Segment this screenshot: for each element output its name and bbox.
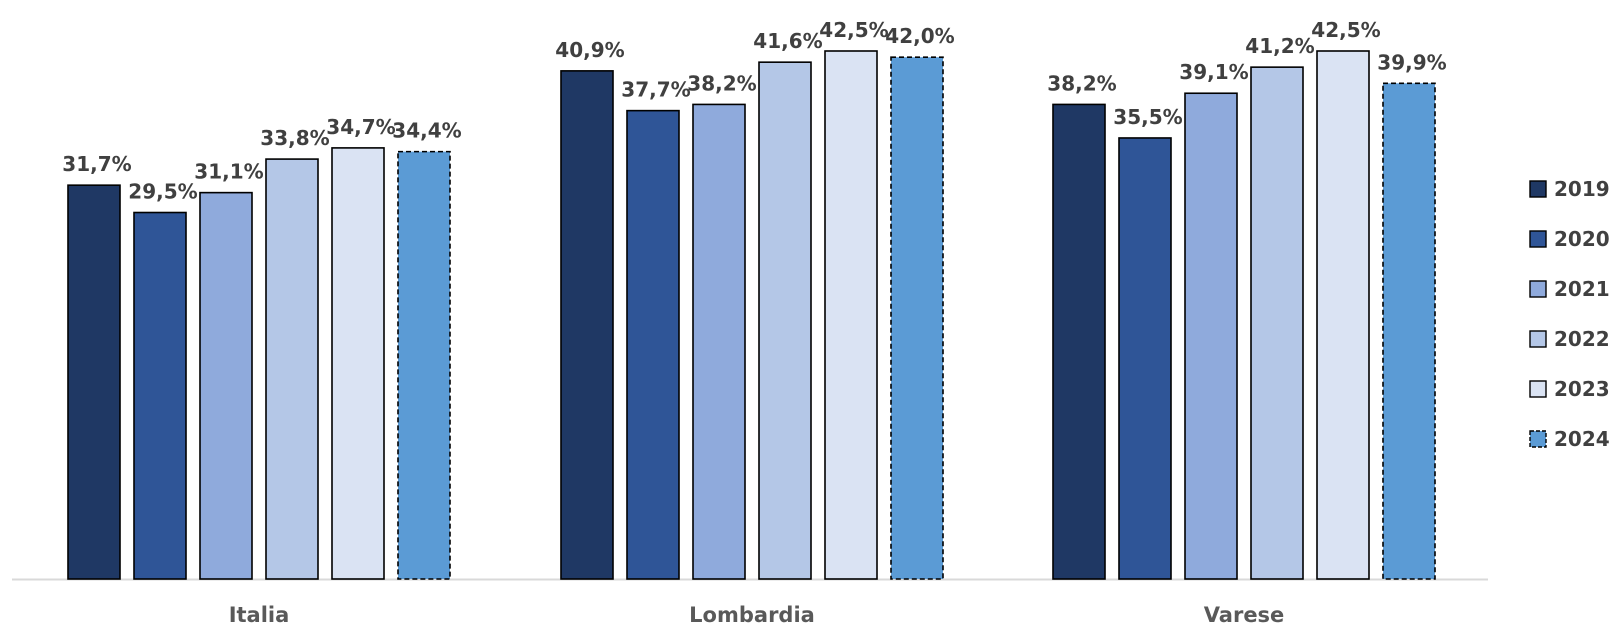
- legend-label-2023: 2023: [1554, 377, 1610, 401]
- legend-label-2020: 2020: [1554, 227, 1610, 251]
- data-label-italia-2023: 34,7%: [326, 115, 395, 139]
- data-label-lombardia-2019: 40,9%: [555, 38, 624, 62]
- bar-lombardia-2020: [627, 111, 679, 579]
- bar-lombardia-2022: [759, 62, 811, 579]
- data-label-varese-2021: 39,1%: [1179, 60, 1248, 84]
- data-label-lombardia-2021: 38,2%: [687, 71, 756, 95]
- data-label-lombardia-2023: 42,5%: [819, 18, 888, 42]
- legend-swatch-2019: [1530, 181, 1546, 197]
- bar-varese-2019: [1053, 104, 1105, 579]
- bar-lombardia-2023: [825, 51, 877, 579]
- bar-italia-2020: [134, 213, 186, 579]
- bar-varese-2024: [1383, 83, 1435, 579]
- data-label-varese-2023: 42,5%: [1311, 18, 1380, 42]
- bar-italia-2021: [200, 193, 252, 579]
- data-label-italia-2020: 29,5%: [128, 180, 197, 204]
- legend-label-2019: 2019: [1554, 177, 1610, 201]
- data-label-italia-2022: 33,8%: [260, 126, 329, 150]
- data-label-varese-2019: 38,2%: [1047, 71, 1116, 95]
- category-label-varese: Varese: [1204, 603, 1285, 627]
- data-label-italia-2024: 34,4%: [392, 119, 461, 143]
- legend-swatch-2021: [1530, 281, 1546, 297]
- bar-lombardia-2019: [561, 71, 613, 579]
- legend-label-2022: 2022: [1554, 327, 1610, 351]
- data-label-lombardia-2020: 37,7%: [621, 78, 690, 102]
- bar-italia-2019: [68, 185, 120, 579]
- data-label-varese-2024: 39,9%: [1377, 50, 1446, 74]
- bar-italia-2022: [266, 159, 318, 579]
- data-label-varese-2020: 35,5%: [1113, 105, 1182, 129]
- bar-lombardia-2021: [693, 104, 745, 579]
- category-label-lombardia: Lombardia: [689, 603, 815, 627]
- legend-swatch-2023: [1530, 381, 1546, 397]
- bar-varese-2023: [1317, 51, 1369, 579]
- bar-varese-2022: [1251, 67, 1303, 579]
- bar-varese-2020: [1119, 138, 1171, 579]
- bar-italia-2024: [398, 152, 450, 579]
- legend-swatch-2024: [1530, 431, 1546, 447]
- data-label-varese-2022: 41,2%: [1245, 34, 1314, 58]
- bar-lombardia-2024: [891, 57, 943, 579]
- category-label-italia: Italia: [229, 603, 290, 627]
- data-label-lombardia-2022: 41,6%: [753, 29, 822, 53]
- bar-italia-2023: [332, 148, 384, 579]
- legend-swatch-2022: [1530, 331, 1546, 347]
- legend-label-2021: 2021: [1554, 277, 1610, 301]
- data-label-italia-2021: 31,1%: [194, 160, 263, 184]
- legend-swatch-2020: [1530, 231, 1546, 247]
- legend-label-2024: 2024: [1554, 427, 1610, 451]
- data-label-lombardia-2024: 42,0%: [885, 24, 954, 48]
- data-label-italia-2019: 31,7%: [62, 152, 131, 176]
- bar-varese-2021: [1185, 93, 1237, 579]
